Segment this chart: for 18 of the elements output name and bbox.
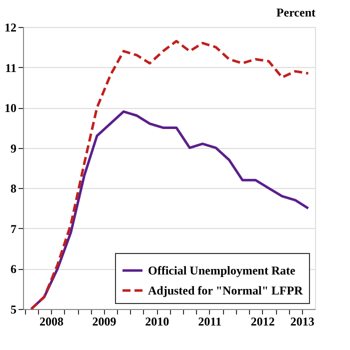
legend-label: Official Unemployment Rate (148, 264, 296, 278)
legend-label: Adjusted for "Normal" LFPR (148, 284, 304, 298)
y-axis-title: Percent (276, 6, 316, 20)
y-tick-label: 10 (4, 101, 16, 116)
y-tick-label: 6 (10, 262, 16, 276)
x-tick-label: 2008 (40, 314, 64, 328)
x-tick-label: 2009 (92, 314, 116, 328)
x-tick-label: 2011 (198, 314, 222, 328)
x-tick-label: 2012 (250, 314, 275, 328)
y-tick-label: 11 (5, 60, 16, 75)
y-tick-label: 5 (10, 302, 16, 316)
y-tick-label: 8 (10, 182, 16, 196)
x-tick-label: 2013 (290, 314, 314, 328)
y-tick-label: 9 (10, 141, 16, 156)
y-tick-label: 7 (10, 222, 16, 236)
y-tick-label: 12 (4, 20, 16, 34)
x-tick-label: 2010 (145, 314, 170, 328)
line-series (30, 40, 310, 310)
